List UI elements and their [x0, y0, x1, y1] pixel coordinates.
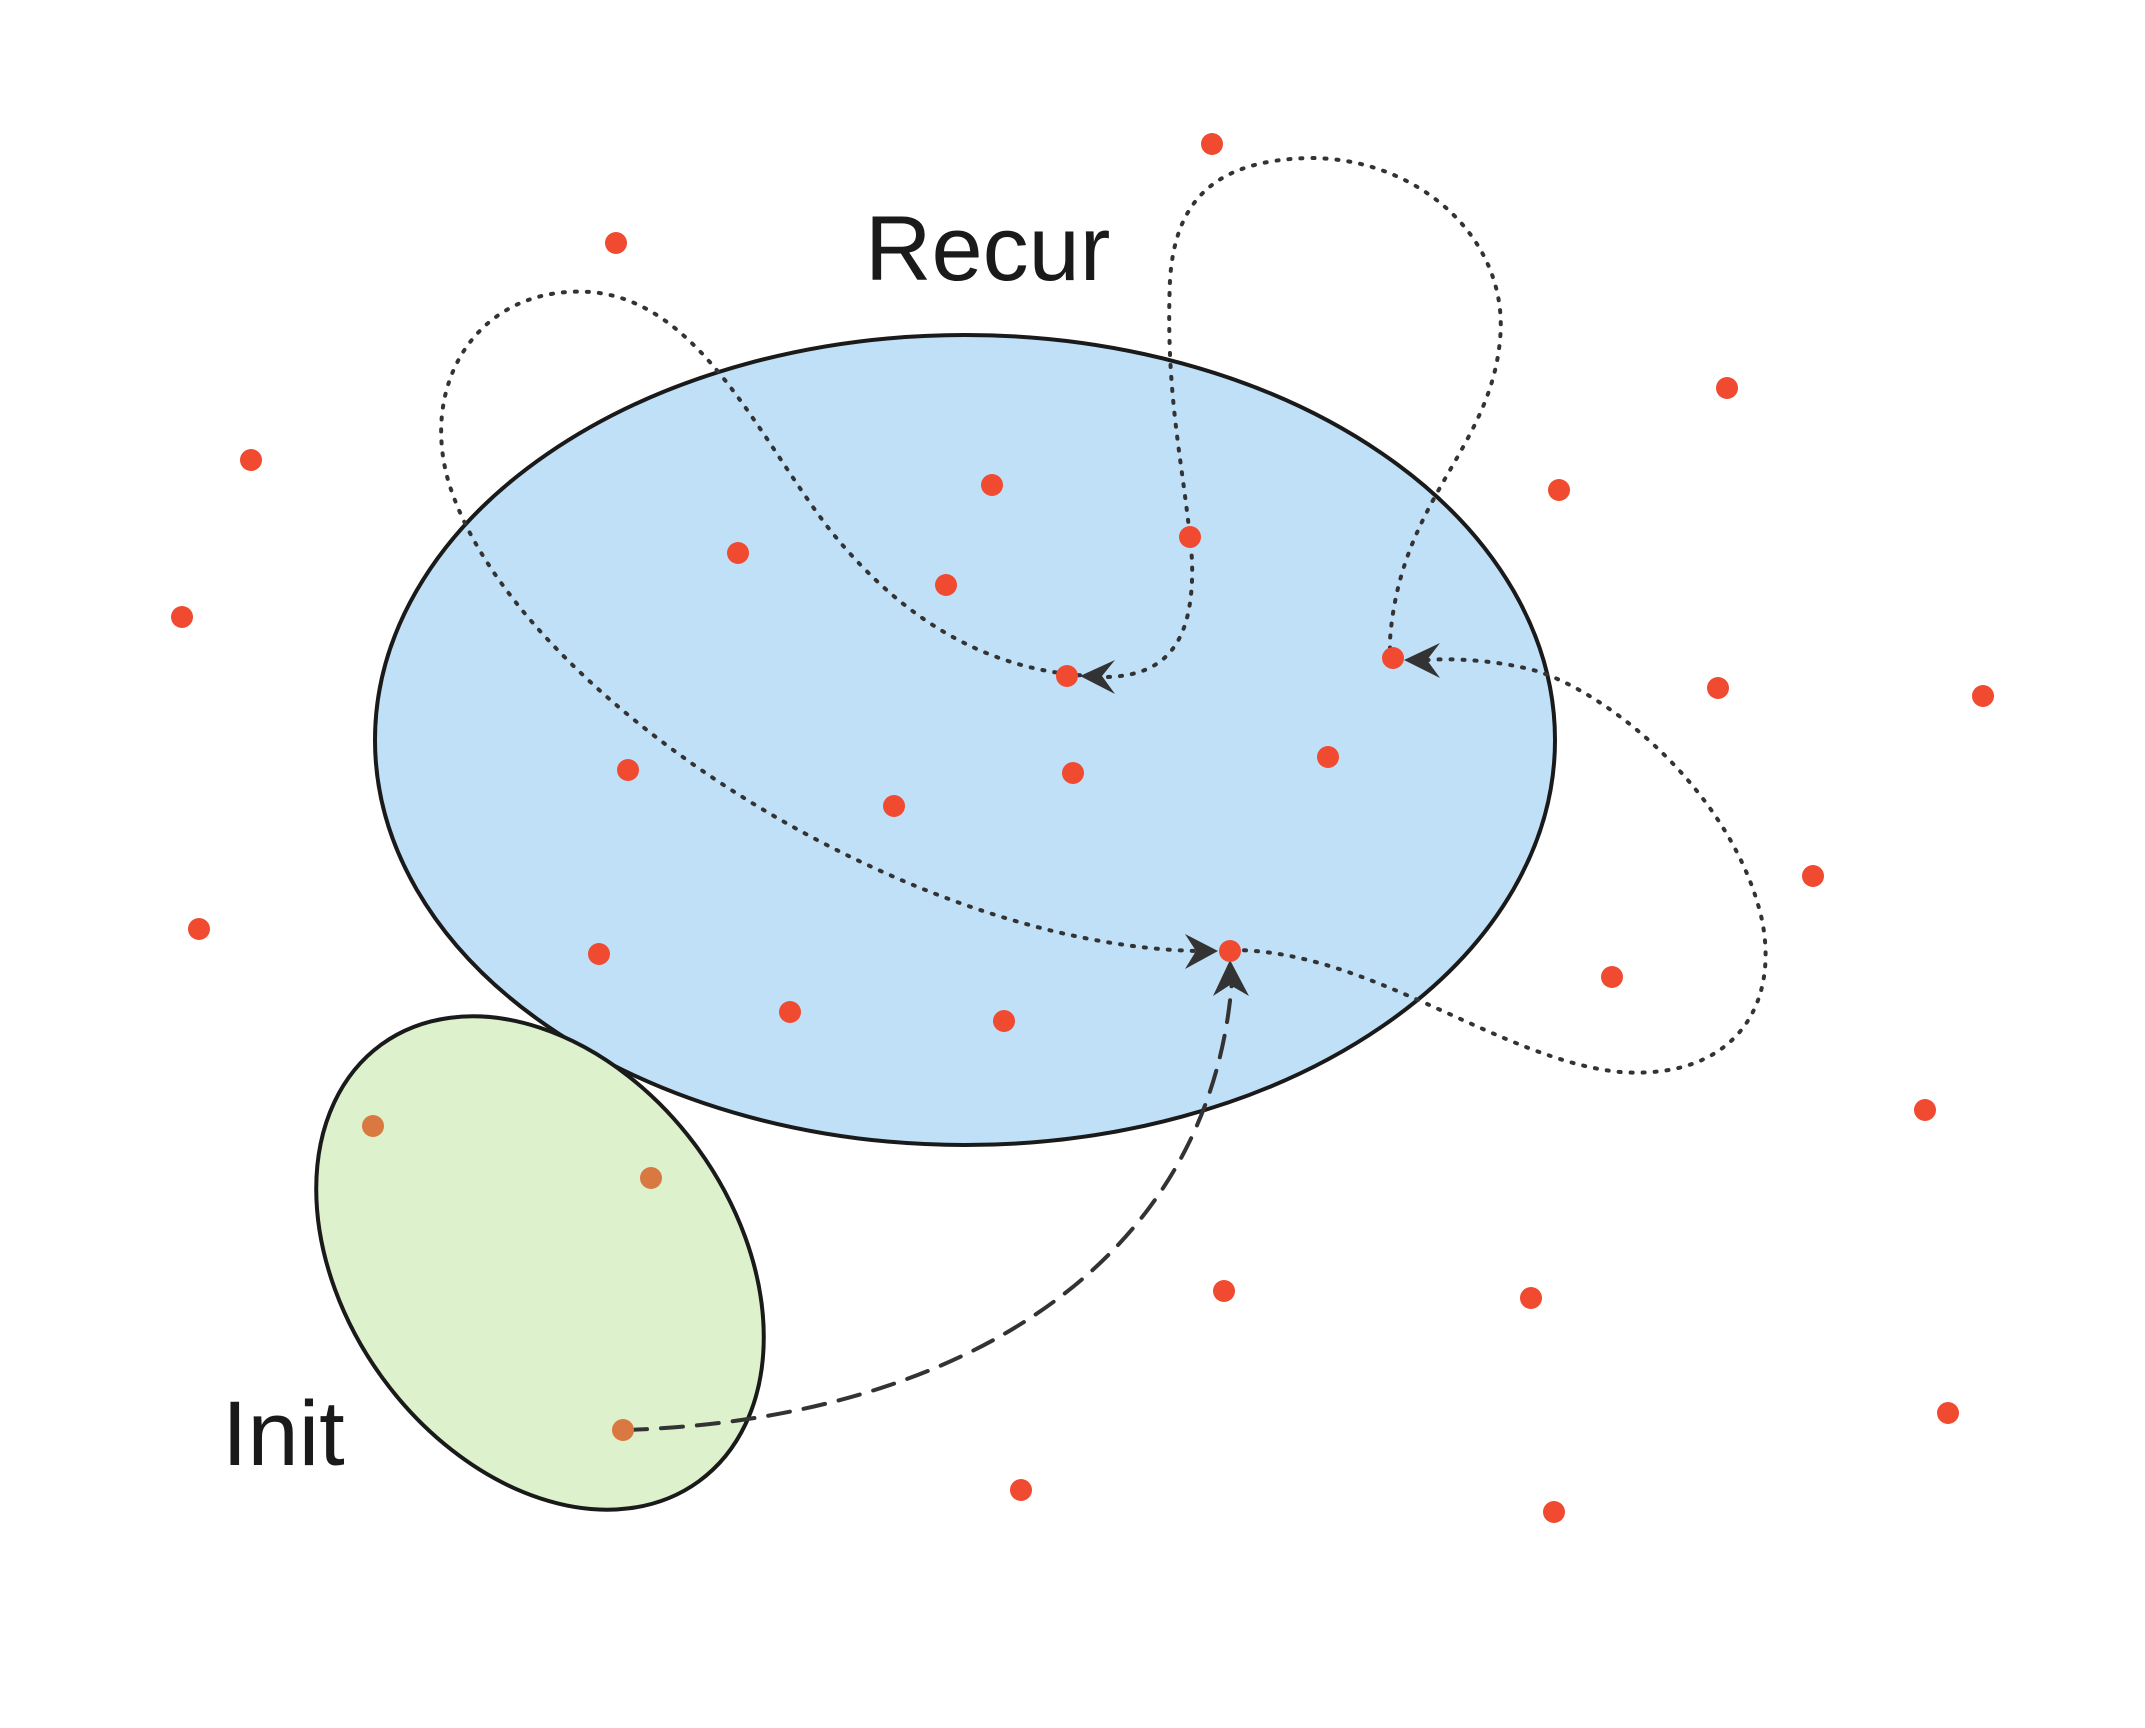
state-dot	[993, 1010, 1015, 1032]
arrowhead-bottom-horizontal	[1185, 934, 1218, 969]
recur-region	[373, 333, 1557, 1147]
dashed-trajectory	[623, 978, 1234, 1432]
state-dot	[1382, 647, 1404, 669]
init-dot	[362, 1115, 384, 1137]
dotted-loop-right	[1230, 657, 1768, 1075]
state-dot	[1520, 1287, 1542, 1309]
state-dot	[188, 918, 210, 940]
state-dot	[1201, 133, 1223, 155]
state-points	[171, 133, 1994, 1523]
state-dot	[605, 232, 627, 254]
state-dot	[240, 449, 262, 471]
dotted-loop-top	[1106, 155, 1503, 679]
arrowhead-bottom-vertical	[1213, 960, 1249, 996]
init-label: Init	[222, 1383, 345, 1485]
state-dot	[1056, 665, 1078, 687]
trajectories	[439, 155, 1768, 1432]
state-dot	[1543, 1501, 1565, 1523]
state-dot	[1937, 1402, 1959, 1424]
state-dot	[935, 574, 957, 596]
state-dot	[1802, 865, 1824, 887]
state-dot	[1972, 685, 1994, 707]
arrowhead-center	[1080, 660, 1115, 694]
state-dot	[779, 1001, 801, 1023]
state-dot	[171, 606, 193, 628]
state-dot	[1213, 1280, 1235, 1302]
state-dot	[883, 795, 905, 817]
state-dot	[1062, 762, 1084, 784]
state-dot	[1219, 940, 1241, 962]
state-dot	[1914, 1099, 1936, 1121]
state-dot	[1179, 526, 1201, 548]
state-dot	[727, 542, 749, 564]
state-dot	[617, 759, 639, 781]
arrowhead-right	[1404, 643, 1440, 678]
init-dot	[640, 1167, 662, 1189]
init-region	[314, 1014, 766, 1512]
state-dot	[588, 943, 610, 965]
state-dot	[1010, 1479, 1032, 1501]
state-dot	[1707, 677, 1729, 699]
state-dot	[1716, 377, 1738, 399]
state-dot	[1317, 746, 1339, 768]
state-dot	[1548, 479, 1570, 501]
state-dot	[981, 474, 1003, 496]
dotted-loop-upper	[439, 289, 1200, 953]
init-dot	[612, 1419, 634, 1441]
state-dot	[1601, 966, 1623, 988]
arrowheads	[1080, 643, 1440, 996]
recur-label: Recur	[865, 198, 1110, 300]
